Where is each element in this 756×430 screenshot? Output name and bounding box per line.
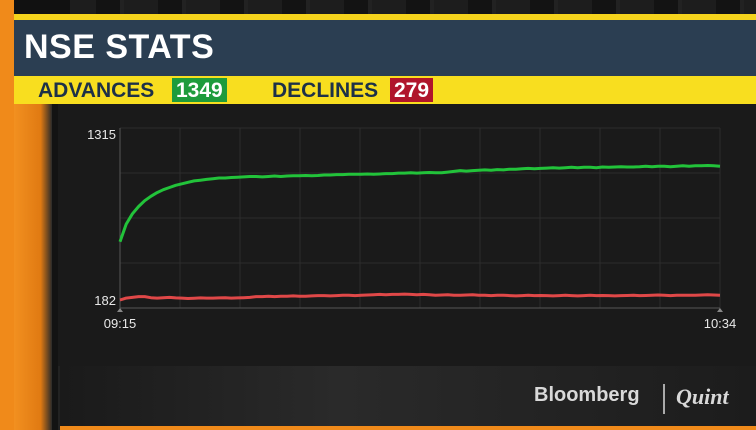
advances-value: 1349: [172, 78, 227, 102]
x-tick-marker-end: [717, 308, 723, 312]
x-tick-marker-start: [117, 308, 123, 312]
stats-row: ADVANCES 1349 DECLINES 279: [14, 76, 756, 104]
top-yellow-band: [14, 14, 756, 20]
orange-side-bar: [0, 0, 14, 430]
y-tick-label-bottom: 182: [94, 293, 116, 308]
advances-label: ADVANCES: [38, 79, 155, 102]
bloomberg-logo: Bloomberg: [534, 384, 640, 406]
x-tick-label-end: 10:34: [704, 316, 737, 331]
quint-logo: Quint: [676, 384, 729, 409]
header-bar: NSE STATS: [14, 20, 756, 76]
declines-series-line: [119, 292, 721, 302]
chart-labels: 1315 182 09:15 10:34: [87, 127, 736, 331]
y-tick-label-top: 1315: [87, 127, 116, 142]
x-tick-label-start: 09:15: [104, 316, 137, 331]
advances-series-line: [118, 164, 721, 243]
footer-band: [60, 366, 756, 430]
declines-label: DECLINES: [272, 79, 379, 102]
logo-divider: [663, 384, 665, 414]
chart-series: [118, 164, 721, 302]
chart-panel: 1315 182 09:15 10:34: [58, 104, 756, 366]
line-chart: 1315 182 09:15 10:34: [87, 127, 736, 331]
page-title: NSE STATS: [24, 28, 215, 66]
chart-grid: [117, 127, 723, 312]
orange-side-panel: [14, 104, 52, 430]
declines-value: 279: [390, 78, 434, 102]
bottom-orange-line: [60, 426, 756, 430]
